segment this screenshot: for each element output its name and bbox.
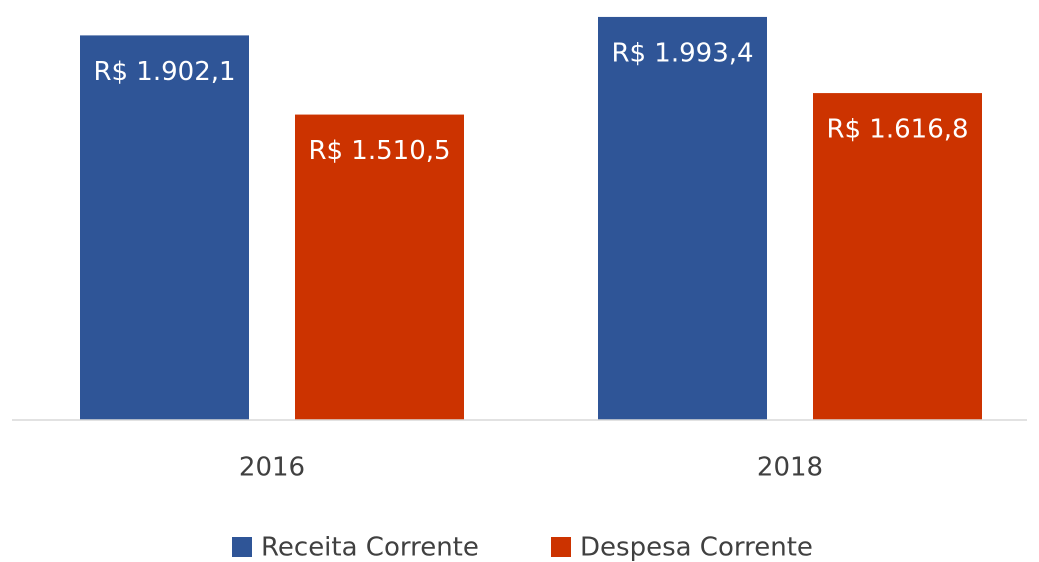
bar — [598, 16, 767, 421]
legend-label: Receita Corrente — [261, 533, 479, 562]
x-tick-label: 2016 — [239, 453, 305, 483]
data-label: R$ 1.993,4 — [611, 38, 753, 68]
legend-label: Despesa Corrente — [580, 533, 813, 562]
bar — [295, 114, 464, 420]
x-tick-label: 2018 — [757, 453, 823, 483]
bar — [813, 93, 982, 420]
legend-swatch — [232, 537, 252, 557]
legend-swatch — [551, 537, 571, 557]
data-label: R$ 1.616,8 — [826, 115, 968, 145]
data-label: R$ 1.902,1 — [93, 57, 235, 87]
bar — [80, 35, 249, 420]
data-label: R$ 1.510,5 — [308, 136, 450, 166]
